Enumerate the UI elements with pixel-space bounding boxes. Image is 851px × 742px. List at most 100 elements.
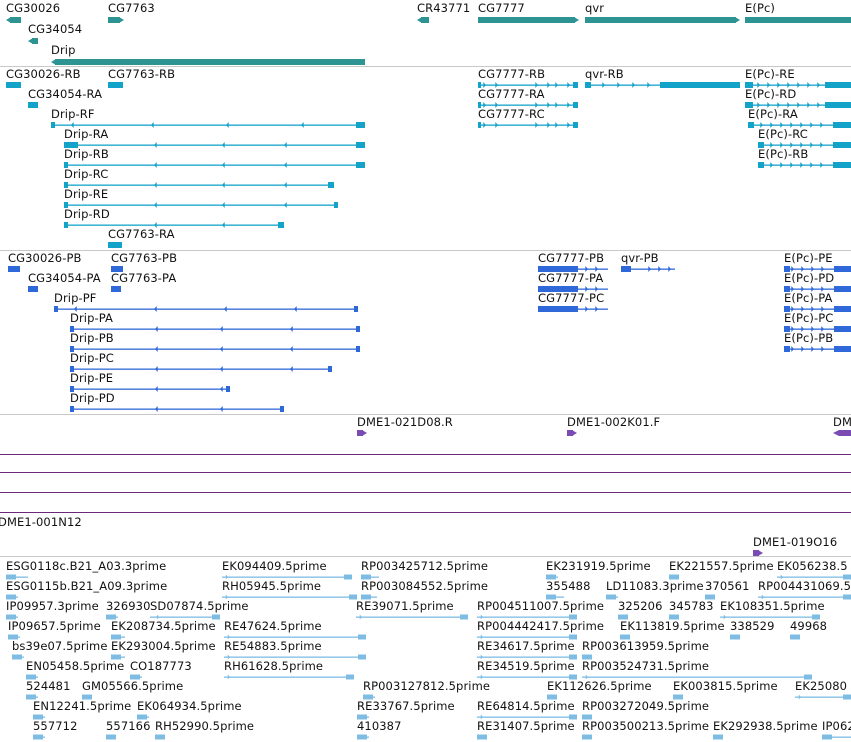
protein-glyph[interactable] [784, 342, 851, 356]
feature-label[interactable]: qvr-RB [585, 67, 624, 81]
transcript-glyph[interactable] [585, 78, 740, 92]
est-glyph[interactable] [356, 610, 468, 624]
feature-label[interactable]: RP003425712.5prime [361, 559, 489, 573]
gene-glyph[interactable] [6, 13, 21, 27]
feature-label[interactable]: 557712 [33, 719, 78, 733]
transcript-glyph[interactable] [28, 98, 38, 112]
est-glyph[interactable] [26, 690, 38, 704]
feature-label[interactable]: EN05458.5prime [26, 659, 125, 673]
feature-label[interactable]: ESG0118c.B21_A03.3prime [6, 559, 167, 573]
transcript-glyph[interactable] [758, 158, 851, 172]
feature-label[interactable]: E(Pc)-RC [758, 127, 808, 141]
est-glyph[interactable] [357, 730, 369, 742]
feature-label[interactable]: 49968 [790, 619, 828, 633]
est-glyph[interactable] [477, 630, 577, 644]
feature-label[interactable]: RE39071.5prime [356, 599, 454, 613]
transcript-glyph[interactable] [108, 78, 123, 92]
est-glyph[interactable] [357, 710, 369, 724]
transcript-glyph[interactable] [748, 118, 851, 132]
est-glyph[interactable] [546, 590, 564, 604]
est-glyph[interactable] [361, 570, 379, 584]
transcript-glyph[interactable] [478, 98, 578, 112]
protein-glyph[interactable] [621, 262, 675, 276]
feature-label[interactable]: EK231919.5prime [546, 559, 651, 573]
clone-glyph[interactable] [833, 426, 851, 440]
clone-glyph[interactable] [567, 426, 577, 440]
gene-glyph[interactable] [108, 13, 124, 27]
transcript-glyph[interactable] [51, 118, 365, 132]
feature-label[interactable]: E(Pc)-PC [784, 311, 834, 325]
feature-label[interactable]: EK094409.5prime [222, 559, 327, 573]
feature-label[interactable]: E(Pc)-PB [784, 331, 834, 345]
feature-label[interactable]: CG7777-PA [538, 271, 604, 285]
protein-glyph[interactable] [111, 262, 123, 276]
feature-label[interactable]: CG7777-RB [478, 67, 546, 81]
feature-label[interactable]: CG7777-PC [538, 291, 605, 305]
est-glyph[interactable] [137, 710, 149, 724]
est-glyph[interactable] [547, 690, 557, 704]
feature-label[interactable]: RE34617.5prime [477, 639, 575, 653]
feature-label[interactable]: RH05945.5prime [222, 579, 322, 593]
feature-label[interactable]: E(Pc)-RD [745, 87, 797, 101]
feature-label[interactable]: Drip-PB [70, 331, 114, 345]
feature-label[interactable]: 325206 [618, 599, 663, 613]
transcript-glyph[interactable] [745, 98, 851, 112]
feature-label[interactable]: Drip-RD [64, 207, 110, 221]
protein-glyph[interactable] [784, 322, 851, 336]
feature-label[interactable]: LD11083.3prime [606, 579, 704, 593]
feature-label[interactable]: Drip-PC [70, 351, 114, 365]
est-glyph[interactable] [33, 710, 45, 724]
est-glyph[interactable] [106, 730, 116, 742]
transcript-glyph[interactable] [745, 78, 851, 92]
feature-label[interactable]: qvr [585, 1, 605, 15]
feature-label[interactable]: E(Pc)-PE [784, 251, 833, 265]
feature-label[interactable]: RP003084552.5prime [361, 579, 489, 593]
feature-label[interactable]: ESG0115b.B21_A09.3prime [6, 579, 168, 593]
est-glyph[interactable] [713, 730, 723, 742]
feature-label[interactable]: DME1-021D08.R [357, 415, 453, 429]
feature-label[interactable]: 355488 [546, 579, 591, 593]
feature-label[interactable]: qvr-PB [621, 251, 659, 265]
feature-label[interactable]: RE47624.5prime [224, 619, 322, 633]
feature-label[interactable]: E(Pc)-PD [784, 271, 835, 285]
feature-label[interactable]: 524481 [26, 679, 71, 693]
transcript-glyph[interactable] [64, 138, 365, 152]
feature-label[interactable]: CG34054 [28, 22, 83, 36]
protein-glyph[interactable] [70, 382, 230, 396]
transcript-glyph[interactable] [64, 178, 334, 192]
feature-label[interactable]: EK221557.5prime [669, 559, 774, 573]
est-glyph[interactable] [12, 650, 24, 664]
feature-label[interactable]: EK293004.5prime [111, 639, 216, 653]
feature-label[interactable]: CG7763-PB [111, 251, 178, 265]
feature-label[interactable]: CG7763 [108, 1, 155, 15]
est-glyph[interactable] [150, 610, 220, 624]
est-glyph[interactable] [606, 590, 618, 604]
est-glyph[interactable] [26, 670, 38, 684]
feature-label[interactable]: CG7763-RB [108, 67, 176, 81]
est-glyph[interactable] [546, 570, 558, 584]
est-glyph[interactable] [618, 610, 628, 624]
est-glyph[interactable] [582, 670, 812, 684]
protein-glyph[interactable] [28, 282, 38, 296]
feature-label[interactable]: EK003815.5prime [673, 679, 778, 693]
est-glyph[interactable] [477, 710, 577, 724]
est-glyph[interactable] [111, 650, 125, 664]
gene-glyph[interactable] [745, 13, 851, 27]
transcript-glyph[interactable] [108, 238, 122, 250]
feature-label[interactable]: CG7777-RA [478, 87, 545, 101]
clone-glyph[interactable] [357, 426, 367, 440]
est-glyph[interactable] [669, 570, 679, 584]
feature-label[interactable]: CO187773 [130, 659, 192, 673]
transcript-glyph[interactable] [64, 198, 338, 212]
est-glyph[interactable] [477, 670, 577, 684]
est-glyph[interactable] [705, 590, 715, 604]
gene-glyph[interactable] [478, 13, 579, 27]
feature-label[interactable]: CG7777 [478, 1, 525, 15]
feature-label[interactable]: Drip-PF [54, 291, 97, 305]
feature-label[interactable]: Drip-RB [64, 147, 109, 161]
feature-label[interactable]: EK208734.5prime [111, 619, 216, 633]
est-glyph[interactable] [106, 610, 118, 624]
feature-label[interactable]: CG7777-RC [478, 107, 545, 121]
feature-label[interactable]: EN12241.5prime [33, 699, 132, 713]
feature-label[interactable]: RP004511007.5prime [477, 599, 605, 613]
